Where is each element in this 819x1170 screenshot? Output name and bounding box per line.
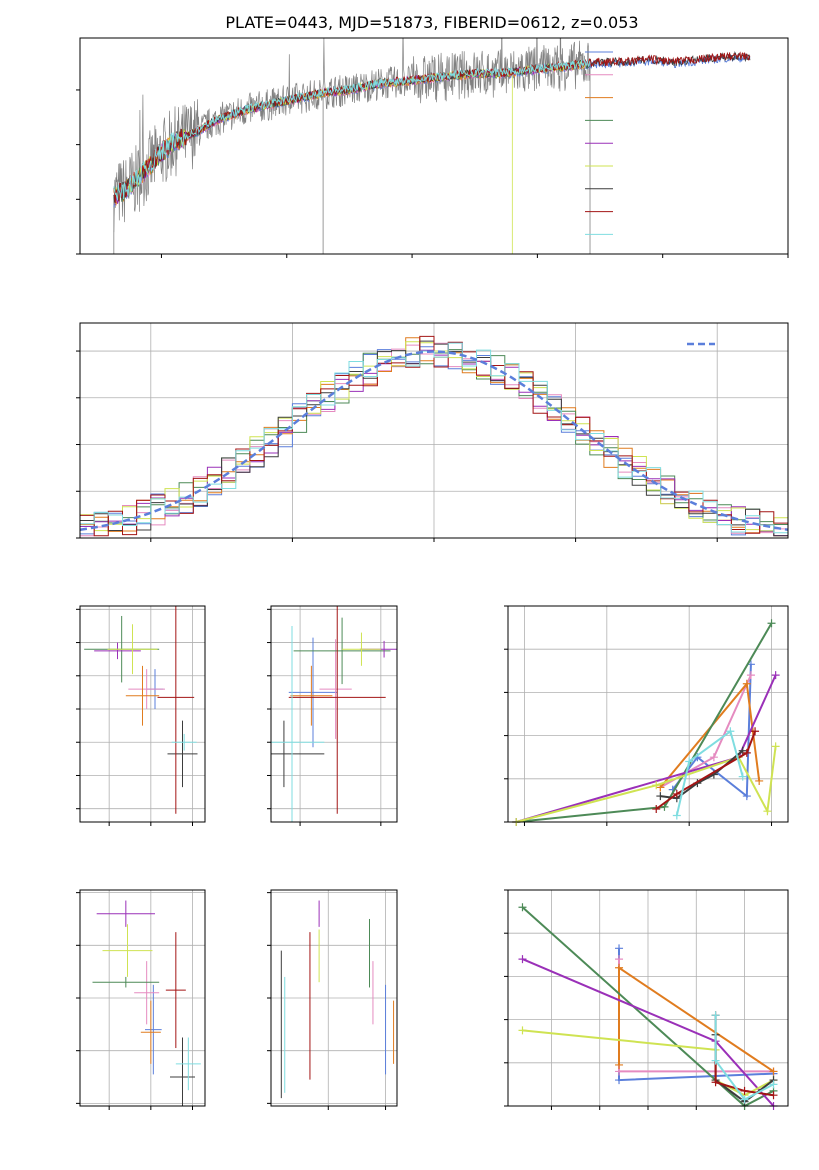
data-point-marker <box>771 671 780 680</box>
panel-mw-vs-age <box>504 605 789 826</box>
age-vs-mass-plot-area <box>271 606 397 822</box>
errorbar-kroupa-miles <box>140 1000 161 1064</box>
data-point-marker <box>656 792 665 801</box>
panel-residuals <box>76 322 789 542</box>
errorbar-kroupa-elodie <box>107 624 158 675</box>
age-vs-mass-axes-frame <box>270 605 398 823</box>
errorbar-salpeter-elodie <box>94 642 141 660</box>
data-point-marker <box>711 1078 720 1087</box>
data-point-marker <box>518 1026 527 1035</box>
normal-distribution-curve <box>80 350 788 532</box>
mw-vs-z-axes-frame <box>507 889 789 1107</box>
series-line-chabrier-elodie <box>516 622 773 823</box>
residuals-axes-frame <box>79 322 789 539</box>
panel-mass-vs-ebv <box>267 889 398 1110</box>
errorbar-chabrier-stelib <box>167 720 198 788</box>
data-point-marker <box>672 811 681 820</box>
series-line-kroupa-stelib <box>675 729 744 816</box>
data-point-marker <box>738 746 747 755</box>
data-point-marker <box>751 727 760 736</box>
series-line-salpeter-stelib <box>655 730 757 810</box>
data-point-marker <box>685 757 694 766</box>
errorbar-salpeter-miles <box>128 669 165 710</box>
data-point-marker <box>709 753 718 762</box>
errorbar-kroupa-stelib <box>175 1037 201 1091</box>
data-point-marker <box>755 776 764 785</box>
errorbar-chabrier-elodie <box>92 976 160 988</box>
errorbar-chabrier-stelib <box>170 1037 195 1106</box>
data-point-marker <box>769 1091 778 1100</box>
mw-vs-age-axes-frame <box>507 605 789 823</box>
histogram-kroupa-stelib <box>80 342 788 534</box>
data-point-marker <box>660 802 669 811</box>
errorbar-salpeter-miles <box>319 639 352 739</box>
data-point-marker <box>518 903 527 912</box>
panel-age-vs-mass <box>267 605 398 826</box>
panel-spectrum <box>76 37 789 258</box>
panel-age-vs-z <box>76 605 206 826</box>
data-point-marker <box>615 955 624 964</box>
errorbar-kroupa-stelib <box>171 733 197 751</box>
errorbar-kroupa-elodie <box>342 632 381 666</box>
mass-vs-z-plot-area <box>92 900 201 1106</box>
errorbar-chabrier-elodie <box>293 617 391 685</box>
errorbar-chabrier-miles <box>145 984 162 1075</box>
spectrum-plot-area <box>113 38 751 254</box>
data-point-marker <box>742 792 751 801</box>
mass-vs-z-axes-frame <box>79 889 206 1107</box>
data-point-marker <box>652 781 661 790</box>
errorbar-kroupa-miles <box>125 665 160 726</box>
data-point-marker <box>771 742 780 751</box>
histogram-plot-area <box>80 335 788 537</box>
data-point-marker <box>769 1067 778 1076</box>
figure-title: PLATE=0443, MJD=51873, FIBERID=0612, z=0… <box>225 13 638 32</box>
panel-mw-vs-z <box>504 889 789 1110</box>
mass-vs-ebv-axes-frame <box>270 889 398 1107</box>
model-spectrum-salpeter-stelib <box>113 51 751 204</box>
errorbar-kroupa-miles <box>290 665 333 726</box>
data-point-marker <box>652 805 661 814</box>
data-point-marker <box>763 807 772 816</box>
errorbar-chabrier-stelib <box>271 720 325 788</box>
data-point-marker <box>711 1011 720 1020</box>
data-point-marker <box>615 1060 624 1069</box>
model-spectrum-chabrier-stelib <box>113 51 751 203</box>
data-point-marker <box>672 789 681 798</box>
data-point-marker <box>518 955 527 964</box>
errorbar-salpeter-miles <box>134 961 160 1025</box>
errorbar-salpeter-stelib <box>288 606 386 814</box>
data-point-marker <box>740 1086 749 1095</box>
age-vs-z-plot-area <box>84 606 198 814</box>
model-spectrum-kroupa-stelib <box>113 58 591 201</box>
errorbar-chabrier-miles <box>288 637 338 748</box>
data-point-marker <box>740 1095 749 1104</box>
mass-vs-ebv-plot-area <box>280 900 395 1099</box>
data-point-marker <box>711 1056 720 1065</box>
errorbar-salpeter-stelib <box>157 606 195 814</box>
age-vs-z-axes-frame <box>79 605 206 823</box>
errorbar-salpeter-stelib <box>165 932 186 1049</box>
observed-spectrum <box>113 38 591 233</box>
series-line-kroupa-stelib <box>714 1015 774 1101</box>
data-point-marker <box>615 963 624 972</box>
data-point-marker <box>769 1080 778 1089</box>
errorbar-salpeter-elodie <box>96 900 155 927</box>
mw-vs-age-plot-area <box>512 619 780 826</box>
spectrum-axes-frame <box>79 37 789 255</box>
data-point-marker <box>746 671 755 680</box>
errorbar-kroupa-elodie <box>102 924 153 977</box>
data-point-marker <box>742 679 751 688</box>
data-point-marker <box>726 727 735 736</box>
data-point-marker <box>742 748 751 757</box>
data-point-marker <box>615 1076 624 1085</box>
data-point-marker <box>738 772 747 781</box>
data-point-marker <box>767 619 776 628</box>
panel-mass-vs-z <box>76 889 206 1110</box>
errorbar-kroupa-stelib <box>271 625 325 822</box>
data-point-marker <box>615 944 624 953</box>
